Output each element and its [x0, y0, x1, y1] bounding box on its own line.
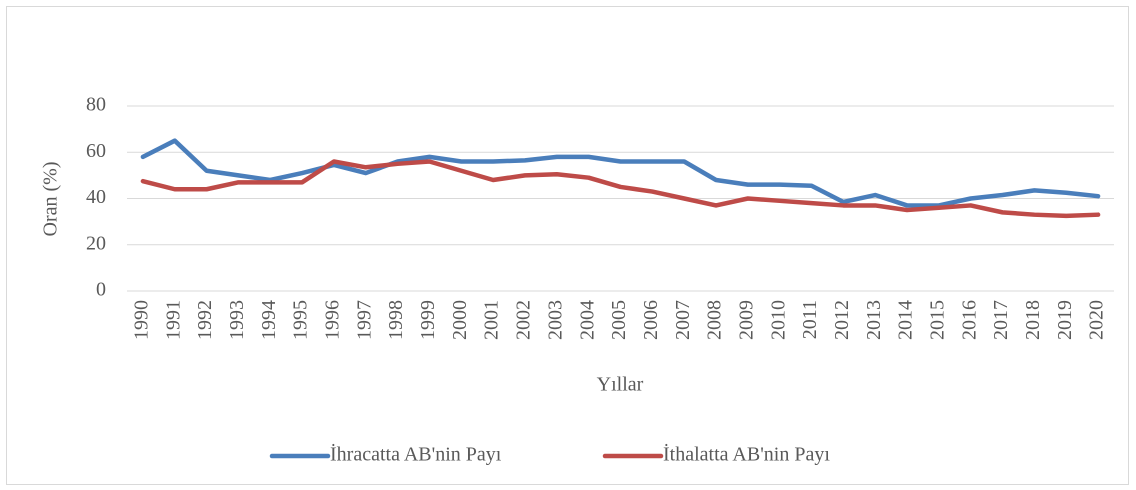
- x-tick-label: 1996: [322, 300, 344, 340]
- x-tick-label: 1999: [417, 300, 439, 340]
- x-tick-label: 1992: [194, 300, 216, 340]
- x-tick-label: 1993: [226, 300, 248, 340]
- y-tick-label: 80: [86, 94, 106, 116]
- x-tick-label: 2005: [608, 300, 630, 340]
- y-tick-label: 40: [86, 186, 106, 208]
- x-tick-label: 1995: [290, 300, 312, 340]
- x-tick-label: 2004: [576, 300, 598, 340]
- x-tick-label: 2012: [831, 300, 853, 340]
- x-tick-label: 2009: [735, 300, 757, 340]
- legend-label: İhracatta AB'nin Payı: [330, 443, 502, 466]
- series-line: [140, 138, 1101, 208]
- x-tick-label: 2008: [704, 300, 726, 340]
- x-tick-label: 1991: [162, 300, 184, 340]
- x-tick-label: 1990: [131, 300, 153, 340]
- y-axis-title: Oran (%): [40, 162, 62, 237]
- x-tick-label: 2020: [1086, 300, 1108, 340]
- chart-border: [6, 6, 1129, 485]
- x-tick-label: 2015: [926, 300, 948, 340]
- x-tick-label: 2013: [863, 300, 885, 340]
- x-tick-label: 2014: [895, 300, 917, 340]
- legend-label: İthalatta AB'nin Payı: [663, 443, 830, 466]
- series-line: [140, 159, 1101, 219]
- x-tick-label: 1997: [353, 300, 375, 340]
- x-tick-label: 2006: [640, 300, 662, 340]
- x-tick-label: 2016: [958, 300, 980, 340]
- x-tick-label: 2018: [1022, 300, 1044, 340]
- y-tick-label: 0: [96, 279, 106, 301]
- x-tick-label: 2010: [767, 300, 789, 340]
- x-tick-label: 2000: [449, 300, 471, 340]
- x-tick-label: 2007: [672, 300, 694, 340]
- x-tick-label: 2011: [799, 300, 821, 339]
- y-tick-label: 20: [86, 232, 106, 254]
- y-tick-label: 60: [86, 140, 106, 162]
- x-tick-label: 2017: [990, 300, 1012, 340]
- x-tick-label: 1994: [258, 300, 280, 340]
- x-tick-label: 2003: [544, 300, 566, 340]
- x-tick-label: 2002: [513, 300, 535, 340]
- x-axis-title: Yıllar: [597, 374, 644, 396]
- x-tick-label: 2019: [1054, 300, 1076, 340]
- x-tick-label: 2001: [481, 300, 503, 340]
- x-tick-label: 1998: [385, 300, 407, 340]
